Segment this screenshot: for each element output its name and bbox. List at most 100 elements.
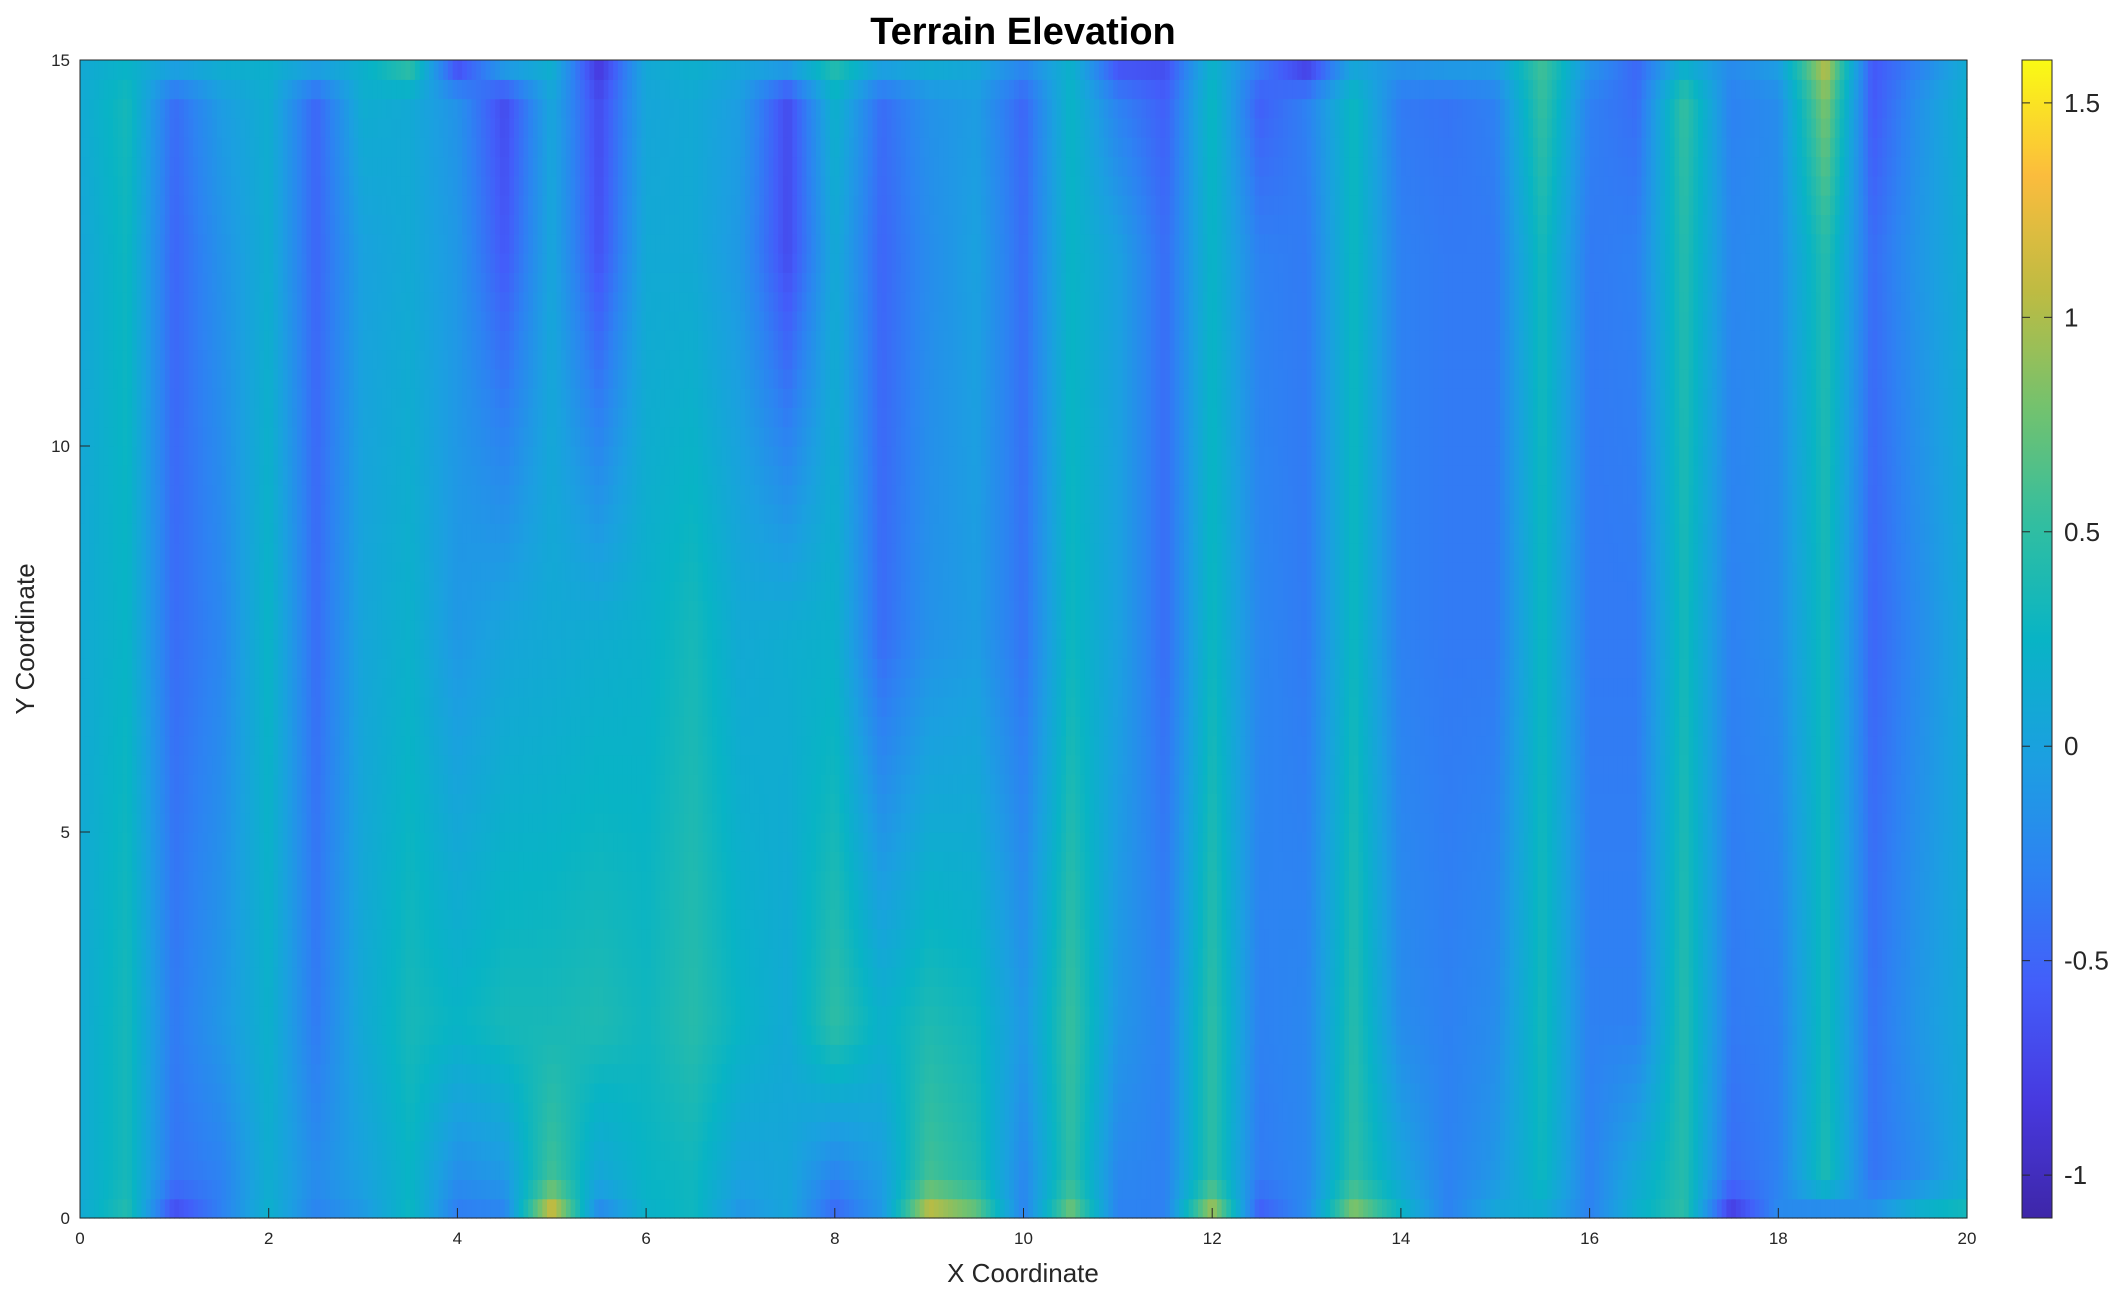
heatmap-cell <box>858 1160 864 1180</box>
heatmap-cell <box>1778 1179 1784 1200</box>
heatmap-cell <box>825 1140 831 1161</box>
heatmap-cell <box>797 1198 803 1219</box>
heatmap-cell <box>1532 1160 1539 1180</box>
heatmap-cell <box>1514 986 1520 1007</box>
heatmap-cell <box>108 1179 114 1200</box>
heatmap-cell <box>1948 1082 1954 1103</box>
heatmap-cell <box>1155 1063 1161 1084</box>
heatmap-cell <box>1834 1102 1841 1123</box>
heatmap-cell <box>1617 1025 1624 1045</box>
heatmap-cell <box>1212 1044 1218 1065</box>
heatmap-cell <box>1867 1179 1874 1200</box>
heatmap-cell <box>1655 1005 1661 1026</box>
heatmap-cell <box>1094 1160 1100 1180</box>
heatmap-cell <box>1117 1005 1124 1026</box>
heatmap-cell <box>1240 986 1246 1007</box>
heatmap-cell <box>1032 986 1039 1007</box>
heatmap-cell <box>127 1082 133 1103</box>
heatmap-cell <box>1042 1082 1048 1103</box>
heatmap-cell <box>1929 1044 1935 1065</box>
heatmap-cell <box>1608 986 1614 1007</box>
heatmap-cell <box>919 1025 926 1045</box>
heatmap-cell <box>443 1179 449 1200</box>
heatmap-cell <box>1613 1082 1619 1103</box>
heatmap-cell <box>848 1025 855 1045</box>
heatmap-cell <box>655 967 661 987</box>
heatmap-cell <box>1481 1179 1487 1200</box>
heatmap-cell <box>1490 1082 1496 1103</box>
heatmap-cell <box>1613 1063 1619 1084</box>
heatmap-cell <box>372 1140 378 1161</box>
heatmap-cell <box>202 967 208 987</box>
heatmap-cell <box>150 1198 157 1219</box>
heatmap-cell <box>1655 1025 1661 1045</box>
heatmap-cell <box>1768 1025 1775 1045</box>
heatmap-cell <box>561 1140 567 1161</box>
heatmap-cell <box>693 1121 699 1142</box>
heatmap-cell <box>1165 1082 1171 1103</box>
heatmap-cell <box>230 1140 237 1161</box>
heatmap-cell <box>1292 1025 1298 1045</box>
heatmap-cell <box>207 1102 213 1123</box>
heatmap-cell <box>1433 1102 1440 1123</box>
heatmap-cell <box>108 1082 114 1103</box>
heatmap-cell <box>1391 1025 1397 1045</box>
heatmap-cell <box>929 1044 935 1065</box>
heatmap-cell <box>1882 1082 1888 1103</box>
heatmap-cell <box>867 1063 874 1084</box>
heatmap-cell <box>1910 986 1916 1007</box>
heatmap-cell <box>839 1005 845 1026</box>
heatmap-cell <box>570 1160 576 1180</box>
heatmap-cell <box>1919 986 1926 1007</box>
heatmap-cell <box>768 1044 775 1065</box>
heatmap-cell <box>1537 1005 1544 1026</box>
heatmap-cell <box>1325 1082 1331 1103</box>
heatmap-cell <box>1254 1025 1260 1045</box>
heatmap-cell <box>183 1160 190 1180</box>
heatmap-cell <box>1735 1005 1742 1026</box>
heatmap-cell <box>1363 1025 1369 1045</box>
heatmap-cell <box>655 1044 661 1065</box>
heatmap-cell <box>1608 1198 1614 1219</box>
heatmap-cell <box>570 1063 576 1084</box>
heatmap-cell <box>1141 1005 1147 1026</box>
heatmap-cell <box>1301 986 1308 1007</box>
heatmap-cell <box>1084 1140 1091 1161</box>
heatmap-cell <box>504 1160 510 1180</box>
heatmap-cell <box>391 1005 397 1026</box>
heatmap-cell <box>872 1160 878 1180</box>
heatmap-cell <box>815 1160 822 1180</box>
heatmap-cell <box>377 1121 383 1142</box>
heatmap-cell <box>1245 1082 1251 1103</box>
heatmap-cell <box>278 1140 284 1161</box>
heatmap-cell <box>773 1025 779 1045</box>
heatmap-cell <box>363 986 369 1007</box>
heatmap-cell <box>179 1082 185 1103</box>
heatmap-cell <box>1315 1082 1322 1103</box>
heatmap-cell <box>1179 1160 1185 1180</box>
heatmap-cell <box>1452 1025 1459 1045</box>
heatmap-cell <box>1933 1082 1940 1103</box>
heatmap-cell <box>235 1121 241 1142</box>
heatmap-cell <box>1004 1140 1010 1161</box>
chart-title: Terrain Elevation <box>870 11 1176 53</box>
heatmap-cell <box>462 1005 468 1026</box>
heatmap-cell <box>514 1140 520 1161</box>
heatmap-cell <box>749 1005 756 1026</box>
heatmap-cell <box>1311 1025 1317 1045</box>
heatmap-cell <box>1193 1160 1199 1180</box>
heatmap-cell <box>367 1025 374 1045</box>
heatmap-cell <box>103 1082 109 1103</box>
heatmap-cell <box>995 1063 1001 1084</box>
heatmap-cell <box>1731 1198 1737 1219</box>
heatmap-cell <box>1410 1160 1416 1180</box>
heatmap-cell <box>627 1140 633 1161</box>
heatmap-cell <box>1712 1160 1718 1180</box>
heatmap-cell <box>1589 1179 1595 1200</box>
heatmap-cell <box>240 1025 246 1045</box>
heatmap-cell <box>811 1198 817 1219</box>
heatmap-cell <box>537 986 543 1007</box>
heatmap-cell <box>792 1063 798 1084</box>
heatmap-cell <box>1933 1025 1940 1045</box>
heatmap-cell <box>636 1102 642 1123</box>
